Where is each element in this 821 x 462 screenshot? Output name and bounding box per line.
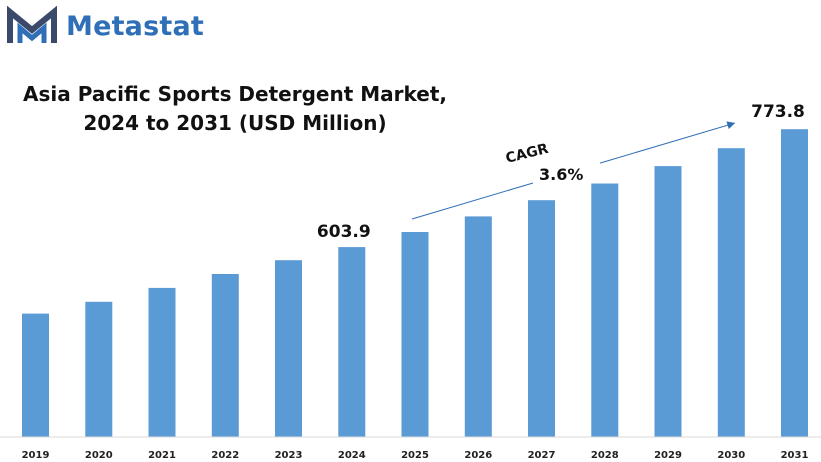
x-tick-label-2031: 2031 [781, 450, 809, 461]
x-tick-label-2022: 2022 [211, 450, 239, 461]
x-tick-label-2021: 2021 [148, 450, 176, 461]
bar-2020 [85, 301, 113, 437]
bar-2023 [275, 260, 302, 437]
bar-2022 [211, 274, 239, 437]
brand-logo: Metastat [6, 4, 204, 48]
bar-2030 [717, 148, 745, 437]
metastat-logo-icon [7, 6, 57, 43]
chart-title-line-2: 2024 to 2031 (USD Million) [83, 111, 387, 135]
x-tick-label-2029: 2029 [654, 450, 682, 461]
chart-title: Asia Pacific Sports Detergent Market, 20… [20, 80, 450, 138]
bar-2031 [781, 129, 808, 437]
bar-2025 [401, 232, 429, 437]
bar-2027 [528, 200, 555, 437]
bar-2019 [22, 313, 49, 437]
bar-2029 [654, 166, 682, 437]
x-tick-label-2019: 2019 [22, 450, 50, 461]
x-tick-label-2024: 2024 [338, 450, 366, 461]
bar-2028 [591, 183, 619, 437]
x-tick-label-2027: 2027 [528, 450, 556, 461]
cagr-arrow-segment-right [599, 121, 736, 164]
chart-title-line-1: Asia Pacific Sports Detergent Market, [23, 82, 447, 106]
x-tick-label-2026: 2026 [464, 450, 492, 461]
cagr-value: 3.6% [539, 165, 583, 184]
bar-2024 [338, 247, 366, 437]
data-label-2024: 603.9 [317, 222, 371, 242]
x-tick-label-2028: 2028 [591, 450, 619, 461]
x-tick-label-2023: 2023 [275, 450, 303, 461]
bar-2021 [148, 287, 176, 437]
cagr-arrow-segment-left [411, 182, 534, 220]
x-tick-label-2025: 2025 [401, 450, 429, 461]
x-tick-label-2030: 2030 [717, 450, 745, 461]
cagr-label: CAGR [504, 141, 550, 167]
brand-name: Metastat [66, 10, 205, 42]
bar-2026 [464, 216, 492, 437]
data-label-2031: 773.8 [751, 102, 805, 122]
x-tick-label-2020: 2020 [85, 450, 113, 461]
